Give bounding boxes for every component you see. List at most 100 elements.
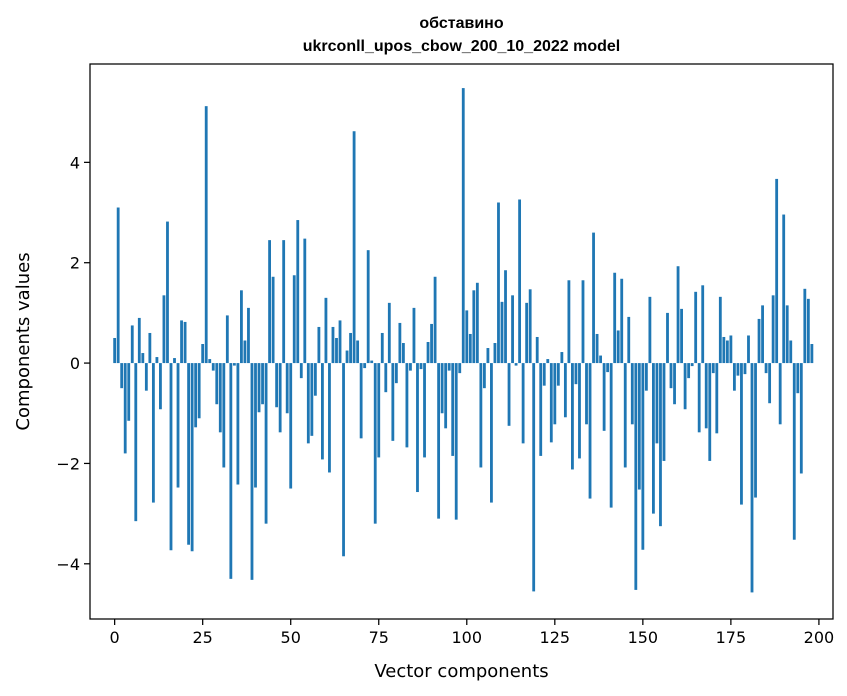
bar-component-47: [278, 363, 282, 433]
bar-component-188: [775, 178, 779, 364]
bar-component-1: [116, 207, 120, 364]
bar-component-150: [641, 363, 645, 550]
bar-component-147: [630, 363, 634, 425]
bar-component-162: [683, 363, 687, 410]
bar-component-165: [694, 291, 698, 364]
bar-component-82: [401, 343, 405, 364]
bar-component-22: [190, 363, 194, 552]
y-tick-label: 2: [70, 254, 80, 273]
bar-component-198: [810, 344, 814, 364]
bar-component-100: [465, 310, 469, 364]
bar-component-118: [528, 289, 532, 364]
bar-component-178: [740, 363, 743, 505]
bar-component-5: [130, 325, 134, 364]
bar-component-134: [585, 363, 588, 425]
bar-component-13: [159, 363, 162, 410]
bar-component-145: [623, 363, 627, 468]
bar-component-109: [497, 202, 500, 364]
bar-component-32: [225, 315, 229, 364]
bar-component-128: [563, 363, 567, 418]
bar-component-74: [373, 363, 377, 524]
x-tick-label: 50: [281, 628, 301, 647]
bar-component-35: [236, 363, 240, 485]
bar-component-72: [366, 250, 370, 364]
bar-component-15: [166, 221, 169, 364]
chart-title: обставино: [419, 15, 503, 32]
bar-component-10: [148, 332, 152, 364]
bar-component-75: [377, 363, 381, 458]
bar-component-177: [736, 363, 740, 376]
bar-component-111: [504, 270, 507, 364]
bar-component-89: [426, 342, 430, 364]
bar-component-42: [261, 363, 264, 405]
bar-component-169: [708, 363, 712, 461]
bar-component-105: [482, 363, 486, 389]
bar-component-140: [606, 363, 610, 373]
bar-component-106: [486, 348, 490, 364]
bar-component-84: [409, 363, 412, 371]
bar-component-57: [313, 363, 317, 396]
bar-component-77: [384, 363, 388, 393]
bar-component-170: [711, 363, 715, 374]
bar-component-96: [451, 363, 455, 456]
bar-component-65: [342, 363, 345, 557]
bar-component-101: [468, 333, 472, 364]
bar-component-175: [729, 335, 733, 364]
x-tick-label: 175: [716, 628, 747, 647]
bar-component-70: [359, 363, 363, 439]
bar-component-183: [757, 318, 761, 364]
bar-component-153: [652, 363, 655, 514]
bar-component-63: [335, 337, 338, 364]
bar-component-51: [292, 275, 296, 364]
bar-component-83: [405, 363, 409, 448]
bar-component-88: [423, 363, 426, 458]
bar-component-172: [718, 296, 722, 364]
bar-component-129: [567, 280, 571, 364]
bar-component-144: [620, 278, 624, 364]
bar-component-195: [799, 363, 803, 474]
bar-component-174: [725, 340, 729, 364]
bar-component-18: [176, 363, 180, 488]
bar-component-85: [412, 307, 416, 364]
bar-component-40: [254, 363, 257, 488]
bar-component-6: [134, 363, 138, 522]
bar-component-2: [120, 363, 124, 389]
bar-component-114: [514, 363, 518, 366]
bar-component-14: [162, 295, 166, 364]
plot-frame: [89, 63, 834, 620]
bar-component-19: [180, 320, 183, 364]
bar-component-59: [321, 363, 324, 460]
bar-component-20: [183, 321, 187, 364]
bar-component-41: [257, 363, 261, 413]
bar-component-120: [535, 336, 539, 364]
bar-component-163: [687, 363, 691, 379]
bar-component-191: [785, 305, 789, 364]
bar-component-154: [655, 363, 659, 444]
bar-component-44: [268, 240, 271, 364]
bar-component-152: [648, 296, 652, 364]
bar-component-151: [644, 363, 648, 391]
bar-component-25: [201, 344, 205, 364]
bar-component-116: [521, 363, 525, 444]
bar-component-107: [490, 363, 493, 503]
bar-component-11: [151, 363, 155, 503]
y-tick-label: 4: [70, 153, 80, 172]
bar-component-108: [493, 343, 497, 364]
bar-component-102: [472, 290, 476, 364]
bar-component-73: [370, 360, 374, 364]
bar-component-94: [444, 363, 448, 429]
bar-component-148: [634, 363, 638, 590]
bar-component-187: [771, 295, 775, 364]
bar-component-159: [673, 363, 676, 405]
y-tick-label: 0: [70, 354, 80, 373]
bar-component-76: [380, 332, 384, 364]
bar-component-52: [296, 220, 300, 364]
bar-component-197: [806, 298, 810, 364]
bar-component-125: [553, 363, 557, 425]
bar-component-161: [680, 308, 683, 364]
bar-component-62: [331, 326, 335, 364]
x-tick-label: 125: [540, 628, 571, 647]
bar-component-176: [732, 363, 736, 391]
bar-component-142: [613, 272, 617, 364]
